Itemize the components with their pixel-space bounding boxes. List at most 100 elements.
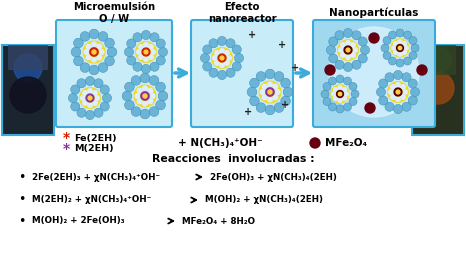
Circle shape	[385, 73, 394, 82]
Circle shape	[267, 97, 272, 102]
Circle shape	[402, 73, 411, 82]
Circle shape	[139, 45, 143, 49]
Circle shape	[403, 90, 407, 94]
Circle shape	[360, 45, 370, 55]
Circle shape	[83, 91, 87, 95]
Circle shape	[273, 84, 278, 89]
Circle shape	[392, 46, 396, 50]
Circle shape	[143, 86, 147, 91]
Text: +: +	[244, 107, 252, 117]
Circle shape	[343, 97, 346, 100]
Circle shape	[325, 65, 335, 75]
Circle shape	[397, 45, 404, 51]
Circle shape	[94, 79, 103, 88]
Circle shape	[225, 51, 229, 55]
Circle shape	[84, 50, 89, 54]
Circle shape	[346, 41, 350, 45]
Circle shape	[331, 85, 349, 103]
Circle shape	[14, 54, 42, 82]
Text: •: •	[18, 214, 26, 228]
Text: + N(CH₃)₄⁺OH⁻: + N(CH₃)₄⁺OH⁻	[178, 138, 262, 148]
Circle shape	[408, 96, 418, 105]
Text: M(2EH): M(2EH)	[74, 144, 114, 154]
Circle shape	[262, 84, 267, 89]
Circle shape	[156, 39, 165, 48]
Circle shape	[353, 48, 357, 52]
Circle shape	[338, 40, 358, 60]
Circle shape	[349, 97, 357, 105]
Circle shape	[377, 87, 385, 97]
Circle shape	[335, 31, 344, 40]
Text: MFe₂O₄ + 8H₂O: MFe₂O₄ + 8H₂O	[182, 217, 255, 225]
Circle shape	[203, 62, 212, 71]
Circle shape	[140, 109, 150, 119]
Circle shape	[336, 75, 344, 83]
Circle shape	[156, 100, 165, 110]
Circle shape	[83, 101, 87, 105]
Circle shape	[393, 104, 403, 114]
Circle shape	[149, 55, 153, 59]
Circle shape	[393, 70, 403, 80]
Circle shape	[215, 51, 219, 55]
Text: 2Fe(2EH)₃ + χN(CH₃)₄⁺OH⁻: 2Fe(2EH)₃ + χN(CH₃)₄⁺OH⁻	[32, 172, 160, 182]
Circle shape	[256, 72, 266, 81]
Circle shape	[137, 50, 141, 54]
Circle shape	[338, 92, 342, 96]
Circle shape	[404, 46, 408, 50]
Circle shape	[336, 105, 344, 113]
Circle shape	[220, 56, 224, 60]
Circle shape	[321, 90, 329, 98]
Circle shape	[265, 69, 275, 79]
Circle shape	[338, 86, 342, 90]
Circle shape	[396, 90, 400, 94]
Circle shape	[346, 48, 350, 52]
Circle shape	[220, 49, 224, 53]
Circle shape	[310, 138, 320, 148]
Circle shape	[403, 42, 406, 45]
Circle shape	[215, 61, 219, 65]
Circle shape	[99, 50, 104, 54]
Circle shape	[133, 33, 142, 42]
Text: Reacciones  involucradas :: Reacciones involucradas :	[152, 154, 314, 164]
Circle shape	[265, 105, 275, 115]
Circle shape	[93, 91, 97, 95]
Circle shape	[389, 31, 397, 39]
Circle shape	[85, 110, 95, 120]
Circle shape	[343, 88, 346, 91]
Circle shape	[81, 96, 85, 100]
Circle shape	[422, 72, 454, 104]
Circle shape	[334, 97, 337, 100]
Circle shape	[69, 93, 78, 102]
Circle shape	[141, 92, 149, 100]
Text: 2Fe(OH)₃ + χN(CH₃)₄(2EH): 2Fe(OH)₃ + χN(CH₃)₄(2EH)	[210, 172, 337, 182]
Circle shape	[403, 51, 406, 54]
Circle shape	[137, 99, 142, 104]
Text: Fe(2EH): Fe(2EH)	[74, 133, 116, 143]
Circle shape	[150, 94, 155, 98]
Circle shape	[409, 51, 417, 59]
Circle shape	[77, 79, 86, 88]
Circle shape	[95, 96, 99, 100]
Circle shape	[352, 31, 361, 40]
Circle shape	[80, 31, 90, 41]
Circle shape	[90, 48, 98, 56]
Circle shape	[124, 82, 134, 92]
Circle shape	[218, 36, 226, 45]
FancyBboxPatch shape	[313, 20, 435, 127]
Circle shape	[89, 65, 99, 75]
Circle shape	[88, 96, 92, 100]
Circle shape	[158, 91, 168, 101]
Text: M(OH)₂ + χN(CH₃)₄(2EH): M(OH)₂ + χN(CH₃)₄(2EH)	[205, 196, 323, 204]
Circle shape	[396, 29, 404, 37]
FancyBboxPatch shape	[412, 45, 464, 135]
Circle shape	[381, 44, 389, 52]
Circle shape	[139, 55, 143, 59]
Circle shape	[144, 43, 148, 47]
Circle shape	[98, 31, 108, 41]
Circle shape	[391, 39, 409, 57]
Circle shape	[85, 76, 95, 86]
Circle shape	[338, 98, 342, 102]
Circle shape	[336, 91, 343, 97]
Circle shape	[151, 50, 155, 54]
Circle shape	[389, 57, 397, 65]
